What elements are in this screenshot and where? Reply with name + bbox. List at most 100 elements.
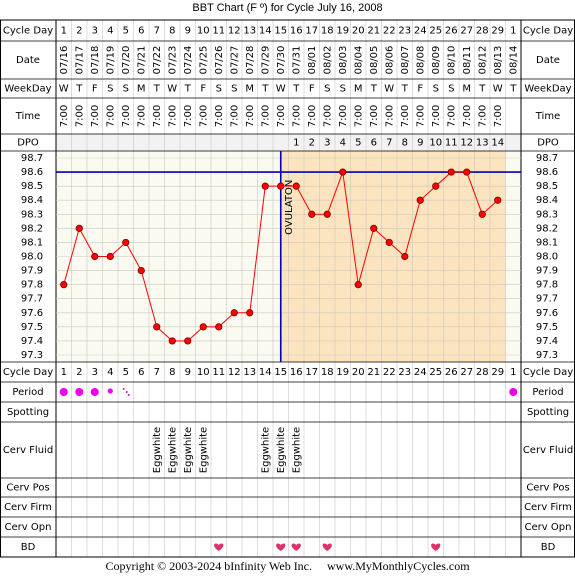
weekday-cell: T: [153, 84, 161, 95]
row-label-cerv-fluid: Cerv Fluid: [3, 445, 53, 456]
time-cell: 7:00: [307, 105, 318, 127]
temp-point: [246, 309, 254, 317]
y-tick-label-right: 98.6: [536, 167, 558, 178]
cycle-day-cell-bottom: 25: [429, 367, 442, 378]
weekday-cell: T: [509, 84, 517, 95]
date-cell: 07/22: [152, 46, 163, 75]
temp-line-segment: [78, 228, 96, 257]
cycle-day-cell: 3: [92, 26, 98, 37]
row-label-spotting: Spotting: [7, 407, 49, 418]
time-cell: 7:00: [446, 105, 457, 127]
row-label-right-cerv-pos: Cerv Pos: [526, 483, 569, 494]
site-link[interactable]: www.MyMonthlyCycles.com: [327, 559, 470, 573]
temp-line-segment: [295, 185, 313, 215]
cycle-day-cell: 5: [123, 26, 129, 37]
date-cell: 07/30: [276, 46, 287, 75]
date-cell: 07/23: [167, 46, 178, 75]
row-label-time: Time: [15, 111, 40, 122]
temp-point: [416, 196, 424, 204]
cycle-day-cell-bottom: 12: [228, 367, 241, 378]
date-cell: 08/02: [322, 46, 333, 75]
cycle-day-cell-bottom: 8: [169, 367, 175, 378]
temp-line-segment: [125, 242, 142, 271]
temp-point: [339, 168, 347, 176]
cycle-day-cell: 9: [185, 26, 191, 37]
date-cell: 07/29: [260, 46, 271, 75]
time-cell: 7:00: [291, 105, 302, 127]
weekday-cell: T: [401, 84, 409, 95]
temp-point: [153, 323, 161, 331]
time-cell: 7:00: [415, 105, 426, 127]
dpo-cell: 6: [371, 138, 377, 149]
dpo-cell: 4: [340, 138, 346, 149]
cycle-day-cell: 24: [414, 26, 427, 37]
temp-point: [432, 182, 440, 190]
y-tick-label-left: 97.5: [21, 322, 43, 333]
row-label-right-cerv-fluid: Cerv Fluid: [523, 445, 573, 456]
cycle-day-cell-bottom: 4: [107, 367, 113, 378]
cycle-day-cell: 11: [212, 26, 225, 37]
period-dot-heavy: [90, 388, 99, 396]
weekday-cell: W: [384, 84, 394, 95]
row-label-cerv-pos: Cerv Pos: [6, 483, 49, 494]
period-dot-heavy: [59, 388, 68, 396]
cycle-day-cell: 15: [274, 26, 287, 37]
row-label-right-cycle-day: Cycle Day: [523, 26, 573, 37]
date-cell: 08/08: [415, 46, 426, 75]
y-tick-label-right: 97.4: [536, 336, 558, 347]
row-label-right-weekday: WeekDay: [524, 84, 571, 95]
bd-heart-icon: [276, 543, 286, 551]
temp-point: [122, 238, 130, 247]
cycle-day-cell-bottom: 24: [414, 367, 427, 378]
cycle-day-cell-bottom: 23: [398, 367, 411, 378]
temp-line-segment: [466, 171, 483, 215]
time-cell: 7:00: [198, 105, 209, 127]
temp-point: [308, 210, 316, 218]
weekday-cell: T: [184, 84, 192, 95]
temp-point: [230, 309, 238, 317]
time-cell: 7:00: [276, 105, 287, 127]
cycle-day-cell-bottom: 2: [76, 367, 82, 378]
weekday-cell: F: [92, 84, 98, 95]
temp-line-segment: [63, 228, 80, 285]
cycle-day-cell-bottom: 29: [491, 367, 504, 378]
dpo-cell: 5: [355, 138, 361, 149]
row-label-right-cerv-opn: Cerv Opn: [525, 522, 572, 533]
weekday-cell: M: [137, 84, 146, 95]
date-cell: 07/28: [245, 46, 256, 75]
cycle-day-cell: 7: [154, 26, 160, 37]
temp-point: [370, 224, 378, 232]
period-dot-heavy: [509, 388, 518, 396]
weekday-cell: T: [261, 84, 269, 95]
cycle-day-cell-bottom: 11: [212, 367, 225, 378]
temp-line-segment: [357, 228, 375, 285]
y-tick-label-right: 98.4: [536, 195, 558, 206]
cycle-day-cell: 1: [510, 26, 516, 37]
y-tick-label-left: 98.2: [21, 223, 43, 234]
y-tick-label-left: 97.7: [21, 294, 43, 305]
y-tick-label-right: 98.0: [536, 252, 558, 263]
weekday-cell: S: [340, 84, 346, 95]
y-tick-label-left: 97.9: [21, 266, 43, 277]
time-cell: 7:00: [322, 105, 333, 127]
row-label-cycle-day: Cycle Day: [3, 26, 53, 37]
bd-heart-icon: [291, 543, 301, 551]
time-cell: 7:00: [338, 105, 349, 127]
dpo-cell: 9: [417, 138, 423, 149]
time-cell: 7:00: [229, 105, 240, 127]
y-tick-label-right: 97.7: [536, 294, 558, 305]
dpo-cell: 11: [445, 138, 458, 149]
row-label-right-time: Time: [535, 111, 560, 122]
y-tick-label-left: 97.3: [21, 350, 43, 361]
temp-point: [215, 323, 223, 331]
temp-point: [292, 182, 300, 190]
row-label-date: Date: [16, 55, 40, 66]
time-cell: 7:00: [59, 105, 70, 127]
temp-point: [463, 168, 471, 176]
y-tick-label-right: 98.5: [536, 181, 558, 192]
cycle-day-cell: 17: [305, 26, 318, 37]
temp-point: [91, 252, 99, 261]
temp-point: [261, 182, 269, 190]
y-tick-label-right: 97.9: [536, 266, 558, 277]
cerv-fluid-cell: Eggwhite: [260, 427, 271, 473]
